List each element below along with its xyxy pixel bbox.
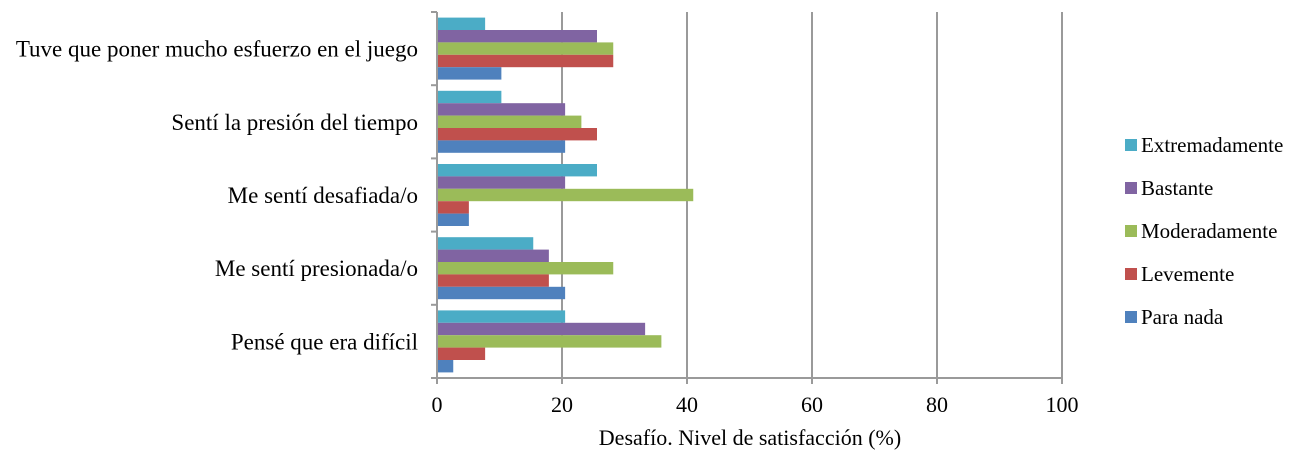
bar-extremadamente bbox=[437, 17, 486, 30]
bar-extremadamente bbox=[437, 237, 534, 250]
bar-para-nada bbox=[437, 286, 566, 300]
bar-moderadamente bbox=[437, 188, 694, 202]
bar-bastante bbox=[437, 30, 597, 43]
axes bbox=[431, 11, 1063, 384]
x-tick-labels: 0 20 40 60 80 100 bbox=[432, 392, 1079, 417]
bar-bastante bbox=[437, 103, 566, 116]
legend-swatch bbox=[1125, 139, 1137, 151]
x-tick-label: 0 bbox=[432, 392, 443, 417]
bar-moderadamente bbox=[437, 42, 614, 55]
legend-label: Bastante bbox=[1141, 176, 1213, 200]
legend-label: Moderadamente bbox=[1141, 219, 1277, 243]
bar-para-nada bbox=[437, 360, 454, 373]
bar-levemente bbox=[437, 201, 469, 214]
bar-moderadamente bbox=[437, 335, 662, 348]
bar-para-nada bbox=[437, 67, 502, 80]
category-label: Me sentí presionada/o bbox=[215, 256, 418, 281]
legend-label: Extremadamente bbox=[1141, 133, 1283, 157]
bar-levemente bbox=[437, 128, 597, 141]
legend: Extremadamente Bastante Moderadamente Levem… bbox=[1125, 133, 1283, 329]
bar-extremadamente bbox=[437, 164, 597, 177]
legend-swatch bbox=[1125, 182, 1137, 194]
x-tick-label: 100 bbox=[1046, 392, 1079, 417]
legend-swatch bbox=[1125, 268, 1137, 280]
bar-extremadamente bbox=[437, 90, 502, 104]
bar-levemente bbox=[437, 347, 486, 360]
bar-extremadamente bbox=[437, 310, 566, 323]
bars bbox=[437, 17, 694, 373]
x-tick-label: 20 bbox=[551, 392, 573, 417]
bar-levemente bbox=[437, 54, 614, 68]
legend-label: Para nada bbox=[1141, 305, 1224, 329]
x-tick-label: 60 bbox=[801, 392, 823, 417]
bar-bastante bbox=[437, 322, 646, 336]
x-tick-label: 80 bbox=[926, 392, 948, 417]
bar-para-nada bbox=[437, 213, 469, 226]
x-tick-label: 40 bbox=[676, 392, 698, 417]
legend-swatch bbox=[1125, 225, 1137, 237]
category-label: Sentí la presión del tiempo bbox=[171, 110, 418, 135]
category-label: Pensé que era difícil bbox=[231, 329, 418, 354]
bar-moderadamente bbox=[437, 115, 582, 128]
legend-swatch bbox=[1125, 311, 1137, 323]
legend-label: Levemente bbox=[1141, 262, 1234, 286]
bar-para-nada bbox=[437, 140, 566, 153]
category-label: Me sentí desafiada/o bbox=[228, 183, 418, 208]
bar-bastante bbox=[437, 176, 566, 189]
x-axis-title: Desafío. Nivel de satisfacción (%) bbox=[599, 425, 901, 450]
bar-moderadamente bbox=[437, 262, 614, 275]
category-label: Tuve que poner mucho esfuerzo en el jueg… bbox=[16, 37, 418, 62]
bar-levemente bbox=[437, 274, 549, 287]
bar-bastante bbox=[437, 249, 549, 262]
category-labels: Tuve que poner mucho esfuerzo en el jueg… bbox=[16, 37, 418, 355]
